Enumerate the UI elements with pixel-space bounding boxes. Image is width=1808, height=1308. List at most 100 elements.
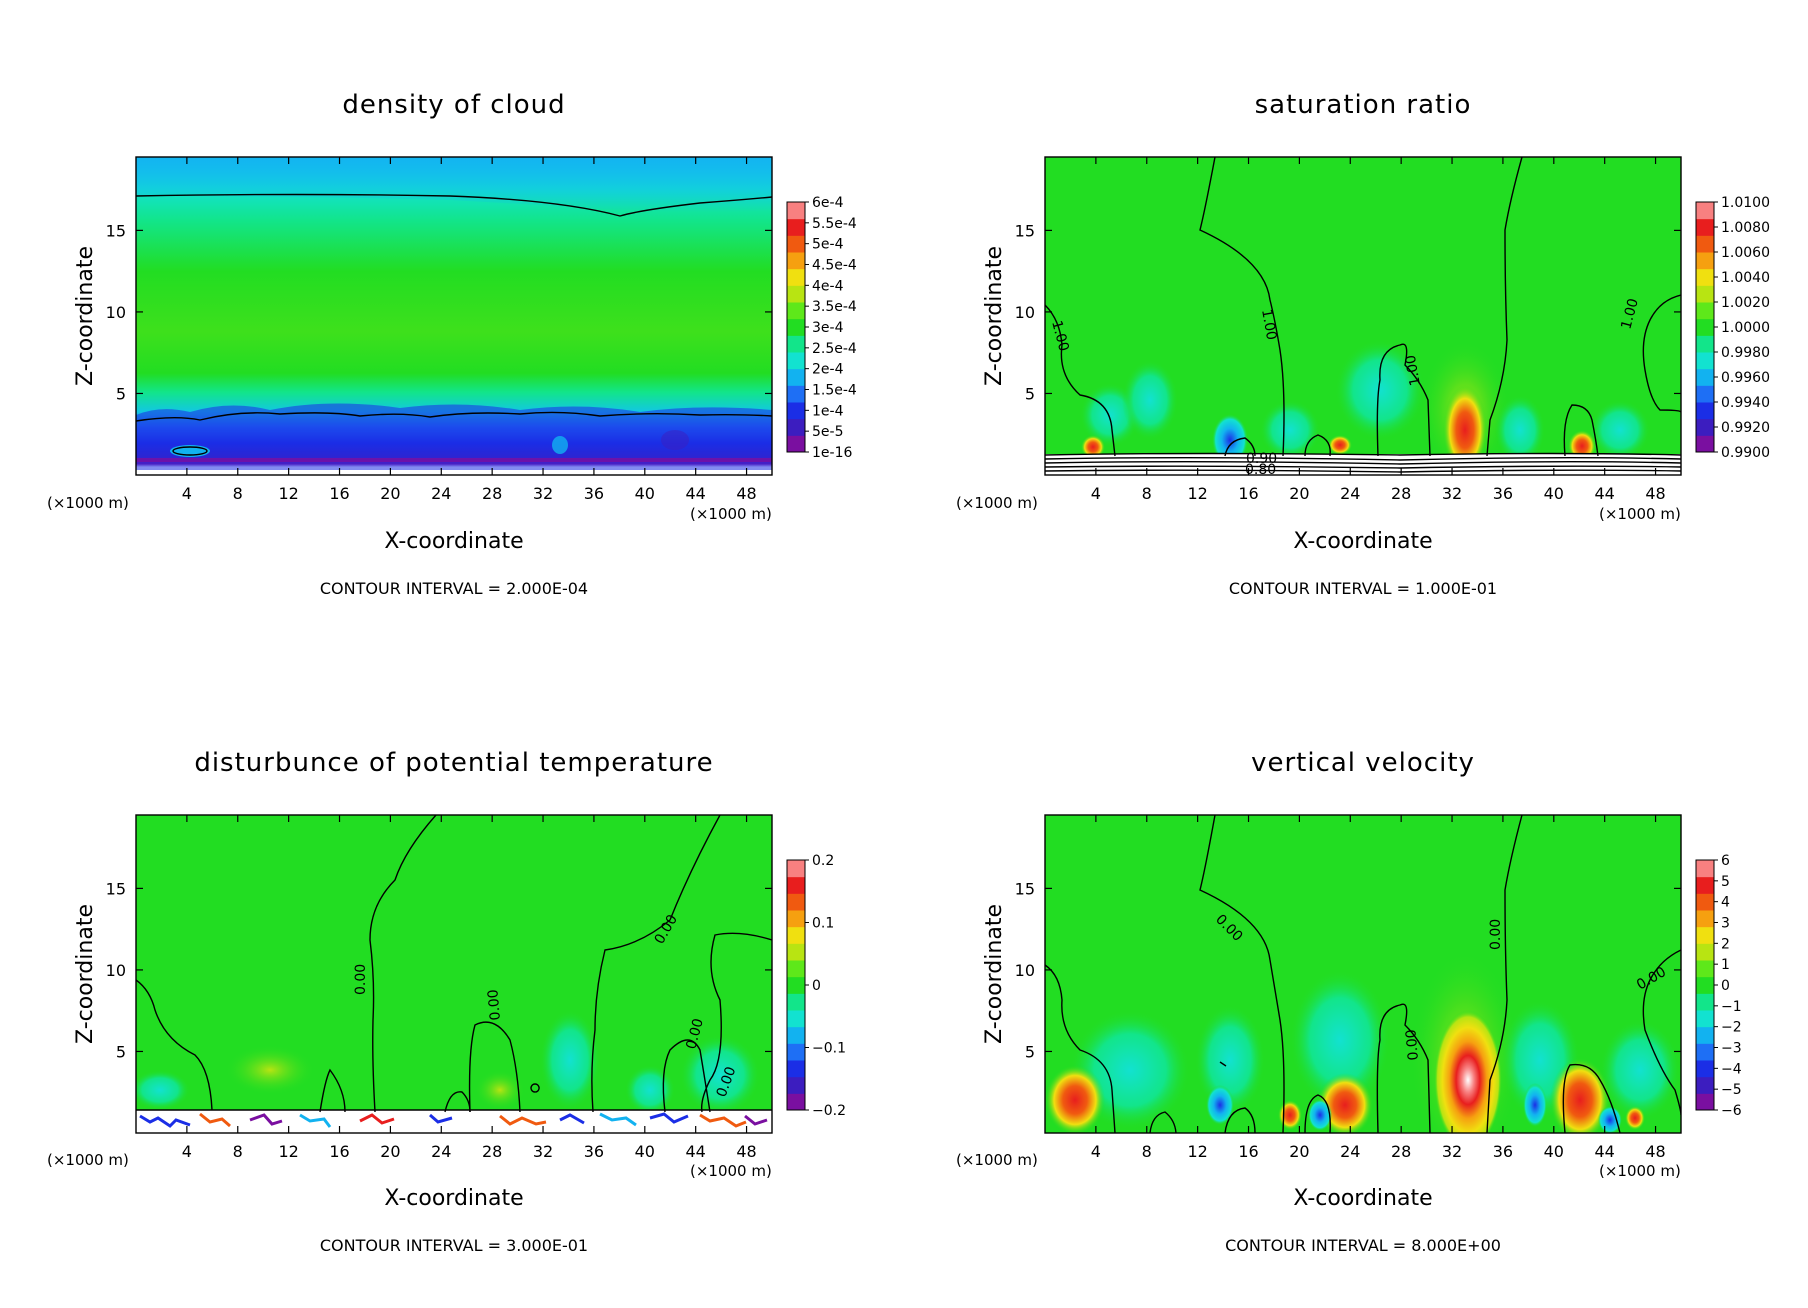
- colorbar-swatch: [787, 1093, 805, 1111]
- colorbar-swatch: [787, 285, 805, 303]
- x-tick-label: 32: [533, 484, 553, 503]
- colorbar-swatch: [787, 218, 805, 236]
- x-unit-right: (×1000 m): [1599, 1162, 1681, 1180]
- contour-label: 0.80: [1245, 462, 1276, 478]
- x-tick-label: 24: [1340, 1142, 1360, 1161]
- colorbar-label: 1.0060: [1721, 245, 1770, 261]
- colorbar-label: 2: [1721, 936, 1730, 952]
- x-tick-label: 28: [1391, 1142, 1411, 1161]
- x-tick-label: 40: [1544, 1142, 1564, 1161]
- panel-vertical-velocity: vertical velocity: [956, 748, 1742, 1255]
- colorbar-label: 0.2: [812, 853, 834, 869]
- colorbar-label: 1: [1721, 957, 1730, 973]
- x-tick-label: 20: [380, 1142, 400, 1161]
- colorbar-swatch: [1696, 860, 1714, 878]
- y-axis-label: Z-coordinate: [73, 904, 98, 1044]
- contour-label: 0.00: [353, 964, 369, 995]
- colorbar-label: 5e-4: [812, 237, 844, 253]
- colorbar-swatch: [787, 926, 805, 944]
- x-ticks: 4 8 12 16 20 24 28 32 36 40 44 48: [1091, 157, 1666, 503]
- colorbar-label: 2.5e-4: [812, 341, 857, 357]
- y-tick-label: 10: [1015, 961, 1035, 980]
- colorbar-label: 0.9940: [1721, 395, 1770, 411]
- y-tick-label: 5: [1025, 384, 1035, 403]
- contour-lines: [1045, 157, 1681, 473]
- x-unit-right: (×1000 m): [690, 505, 772, 523]
- contour-label: 0.00: [485, 989, 504, 1021]
- colorbar-swatch: [787, 1026, 805, 1044]
- y-tick-label: 5: [1025, 1042, 1035, 1061]
- colorbar-swatch: [787, 1060, 805, 1078]
- x-tick-label: 24: [431, 484, 451, 503]
- colorbar-label: 5: [1721, 874, 1730, 890]
- colorbar-label: 1.0000: [1721, 320, 1770, 336]
- heatmap-field: [1045, 157, 1681, 475]
- colorbar-swatch: [787, 418, 805, 436]
- x-tick-label: 16: [329, 1142, 349, 1161]
- x-tick-label: 32: [1442, 1142, 1462, 1161]
- colorbar-label: 0.9920: [1721, 420, 1770, 436]
- contour-label: 1.00: [1403, 354, 1424, 387]
- colorbar-label: 1.0080: [1721, 220, 1770, 236]
- plot-frame: [1044, 156, 1682, 476]
- colorbar-swatch: [787, 1043, 805, 1061]
- colorbar-label: −6: [1721, 1103, 1742, 1119]
- colorbar-swatch: [787, 943, 805, 961]
- x-tick-label: 12: [278, 1142, 298, 1161]
- colorbar-swatch: [787, 302, 805, 320]
- colorbar-swatch: [1696, 368, 1714, 386]
- x-tick-label: 8: [233, 484, 243, 503]
- heatmap-field: [136, 157, 772, 475]
- y-tick-label: 15: [106, 221, 126, 240]
- colorbar-swatch: [1696, 235, 1714, 253]
- y-tick-label: 15: [1015, 221, 1035, 240]
- colorbar-label: 1e-16: [812, 445, 852, 461]
- x-tick-label: 12: [278, 484, 298, 503]
- colorbar-swatch: [787, 268, 805, 286]
- colorbar-swatch: [1696, 926, 1714, 944]
- y-ticks: 5 10 15: [106, 879, 772, 1061]
- colorbar-label: 3e-4: [812, 320, 844, 336]
- colorbar-label: 5e-5: [812, 424, 843, 440]
- x-tick-label: 24: [1340, 484, 1360, 503]
- colorbar-label: −1: [1721, 999, 1742, 1015]
- x-tick-label: 36: [584, 1142, 604, 1161]
- colorbar-swatch: [1696, 418, 1714, 436]
- x-tick-label: 16: [1238, 484, 1258, 503]
- colorbar-label: 0.1: [812, 916, 834, 932]
- contour-label: 1.00: [1618, 297, 1642, 331]
- x-tick-label: 8: [233, 1142, 243, 1161]
- x-tick-label: 16: [329, 484, 349, 503]
- x-tick-label: 12: [1187, 1142, 1207, 1161]
- colorbar-swatch: [1696, 252, 1714, 270]
- colorbar-swatch: [787, 252, 805, 270]
- x-tick-label: 28: [1391, 484, 1411, 503]
- colorbar-swatch: [787, 368, 805, 386]
- panel-saturation-ratio: saturation ratio: [956, 90, 1770, 598]
- x-tick-label: 24: [431, 1142, 451, 1161]
- colorbar-swatch: [787, 960, 805, 978]
- colorbar-label: −5: [1721, 1082, 1742, 1098]
- colorbar: 0.2 0.1 0 −0.1 −0.2: [786, 853, 846, 1119]
- colorbar-label: −0.1: [812, 1041, 846, 1057]
- colorbar-swatch: [1696, 1010, 1714, 1028]
- colorbar-swatch: [787, 1076, 805, 1094]
- colorbar-label: −0.2: [812, 1103, 846, 1119]
- x-tick-label: 20: [1289, 1142, 1309, 1161]
- contour-lines: [136, 815, 772, 1113]
- colorbar: 6 5 4 3 2 1 0 −1 −2 −3 −4 −5 −6: [1695, 853, 1742, 1119]
- contour-interval: CONTOUR INTERVAL = 8.000E+00: [1225, 1236, 1501, 1255]
- colorbar-swatch: [787, 876, 805, 894]
- contour-label: 0.00: [1488, 919, 1504, 950]
- x-tick-label: 12: [1187, 484, 1207, 503]
- colorbar-label: 0.9980: [1721, 345, 1770, 361]
- colorbar-swatch: [787, 385, 805, 403]
- x-tick-label: 48: [1645, 484, 1665, 503]
- x-tick-label: 28: [482, 1142, 502, 1161]
- colorbar-swatch: [1696, 302, 1714, 320]
- colorbar-label: 3.5e-4: [812, 299, 857, 315]
- contour-lines: [1045, 815, 1681, 1133]
- x-tick-label: 28: [482, 484, 502, 503]
- y-tick-label: 10: [106, 961, 126, 980]
